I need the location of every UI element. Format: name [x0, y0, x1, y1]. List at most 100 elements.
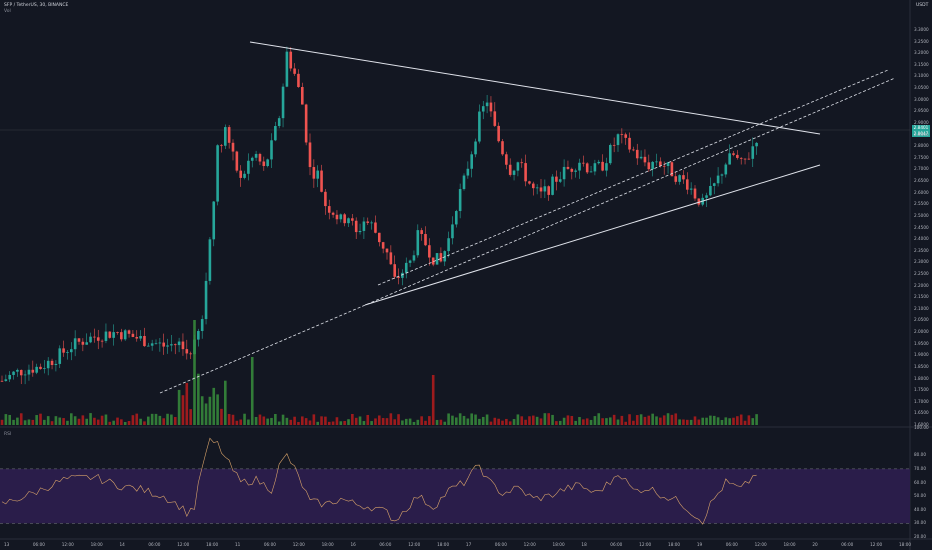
candle-body [551, 176, 554, 195]
candle-body [62, 348, 65, 353]
volume-bar [639, 414, 643, 425]
candle-body [189, 353, 192, 355]
volume-bar [566, 415, 570, 425]
candle-body [404, 262, 408, 273]
volume-bar [50, 421, 54, 425]
candle-body [632, 149, 635, 151]
candle-body [466, 168, 470, 176]
candle-body [474, 141, 477, 155]
volume-bar [659, 417, 662, 425]
candle-body [85, 342, 88, 345]
price-axis-label: 2.7500 [914, 154, 929, 160]
candle-body [578, 162, 581, 171]
dashed-channel-upper [377, 69, 889, 286]
volume-bar [212, 387, 216, 425]
volume-bar [689, 419, 693, 425]
candle-body [493, 111, 497, 126]
volume-bar [112, 420, 115, 425]
candle-body [489, 102, 493, 112]
volume-bar [662, 415, 666, 425]
candle-body [682, 175, 685, 180]
volume-bar [401, 420, 404, 425]
candle-body [443, 251, 447, 262]
volume-bar [585, 418, 589, 425]
volume-bar [697, 419, 701, 425]
volume-bar [343, 420, 346, 425]
price-axis-label: 2.7000 [914, 166, 929, 172]
volume-bar [200, 396, 204, 425]
volume-bar [404, 418, 408, 425]
price-axis-label: 2.8500 [914, 131, 929, 137]
volume-bar [123, 421, 127, 425]
candle-body [181, 341, 185, 350]
volume-bar [301, 416, 304, 425]
volume-bar [139, 418, 142, 425]
volume-bar [254, 416, 258, 425]
symbol-title[interactable]: SFP / TetherUS, 30, BINANCE [4, 3, 69, 8]
volume-bar [443, 421, 447, 425]
time-axis-label: 18:00 [90, 542, 103, 547]
volume-bar [147, 416, 150, 425]
rsi-axis-label: 80.00 [914, 452, 926, 458]
volume-bar [162, 418, 165, 425]
volume-bar [693, 416, 697, 425]
candle-body [274, 126, 277, 141]
candle-body [478, 111, 481, 142]
candle-body [697, 198, 701, 205]
volume-bar [312, 414, 316, 425]
price-axis-label: 3.3000 [914, 27, 929, 32]
volume-bar [4, 414, 8, 425]
candle-body [4, 379, 8, 381]
candle-body [728, 153, 731, 165]
candle-body [455, 211, 458, 225]
volume-bar [512, 419, 516, 425]
candle-body [224, 127, 227, 146]
volume-bar [385, 418, 389, 425]
volume-bar [374, 418, 377, 425]
volume-bar [100, 415, 104, 425]
volume-bar [555, 421, 558, 425]
volume-bar [651, 413, 654, 425]
volume-bar [208, 396, 212, 425]
time-axis-label: 18:00 [783, 542, 796, 547]
candle-body [43, 368, 46, 370]
candle-body [716, 175, 720, 184]
candle-body [77, 338, 81, 342]
volume-bar [747, 415, 751, 425]
volume-bar [709, 415, 712, 425]
candle-body [262, 161, 266, 167]
candle-body [8, 374, 11, 380]
rsi-axis-label: 30.00 [914, 520, 926, 526]
candle-body [120, 332, 123, 340]
time-axis-label: 06:00 [610, 542, 623, 547]
volume-bar [39, 413, 42, 425]
volume-bar [204, 403, 208, 425]
price-axis-label: 1.6000 [914, 422, 929, 427]
current-price-tag: 2.8401 2.8047 [912, 125, 930, 137]
volume-bar [220, 408, 223, 425]
volume-bar [458, 413, 462, 425]
volume-bar [393, 419, 396, 425]
volume-bar [570, 415, 574, 425]
candle-body [539, 187, 543, 192]
price-axis-label: 1.7500 [914, 387, 929, 393]
volume-bar [389, 413, 393, 425]
candle-body [709, 185, 712, 196]
volume-bar [308, 420, 312, 425]
volume-bar [720, 419, 724, 425]
candle-body [755, 142, 758, 147]
candle-body [31, 369, 35, 373]
volume-bar [231, 414, 235, 425]
volume-bar [716, 417, 720, 425]
time-axis-label: 18:00 [206, 542, 219, 547]
volume-bar [16, 417, 19, 425]
candle-body [505, 154, 508, 165]
candle-body [609, 144, 612, 164]
candle-body [739, 157, 743, 159]
volume-bar [412, 421, 416, 425]
candle-body [220, 145, 223, 147]
rsi-axis-label: 60.00 [914, 479, 926, 485]
candle-body [585, 163, 589, 173]
candle-body [277, 118, 281, 127]
